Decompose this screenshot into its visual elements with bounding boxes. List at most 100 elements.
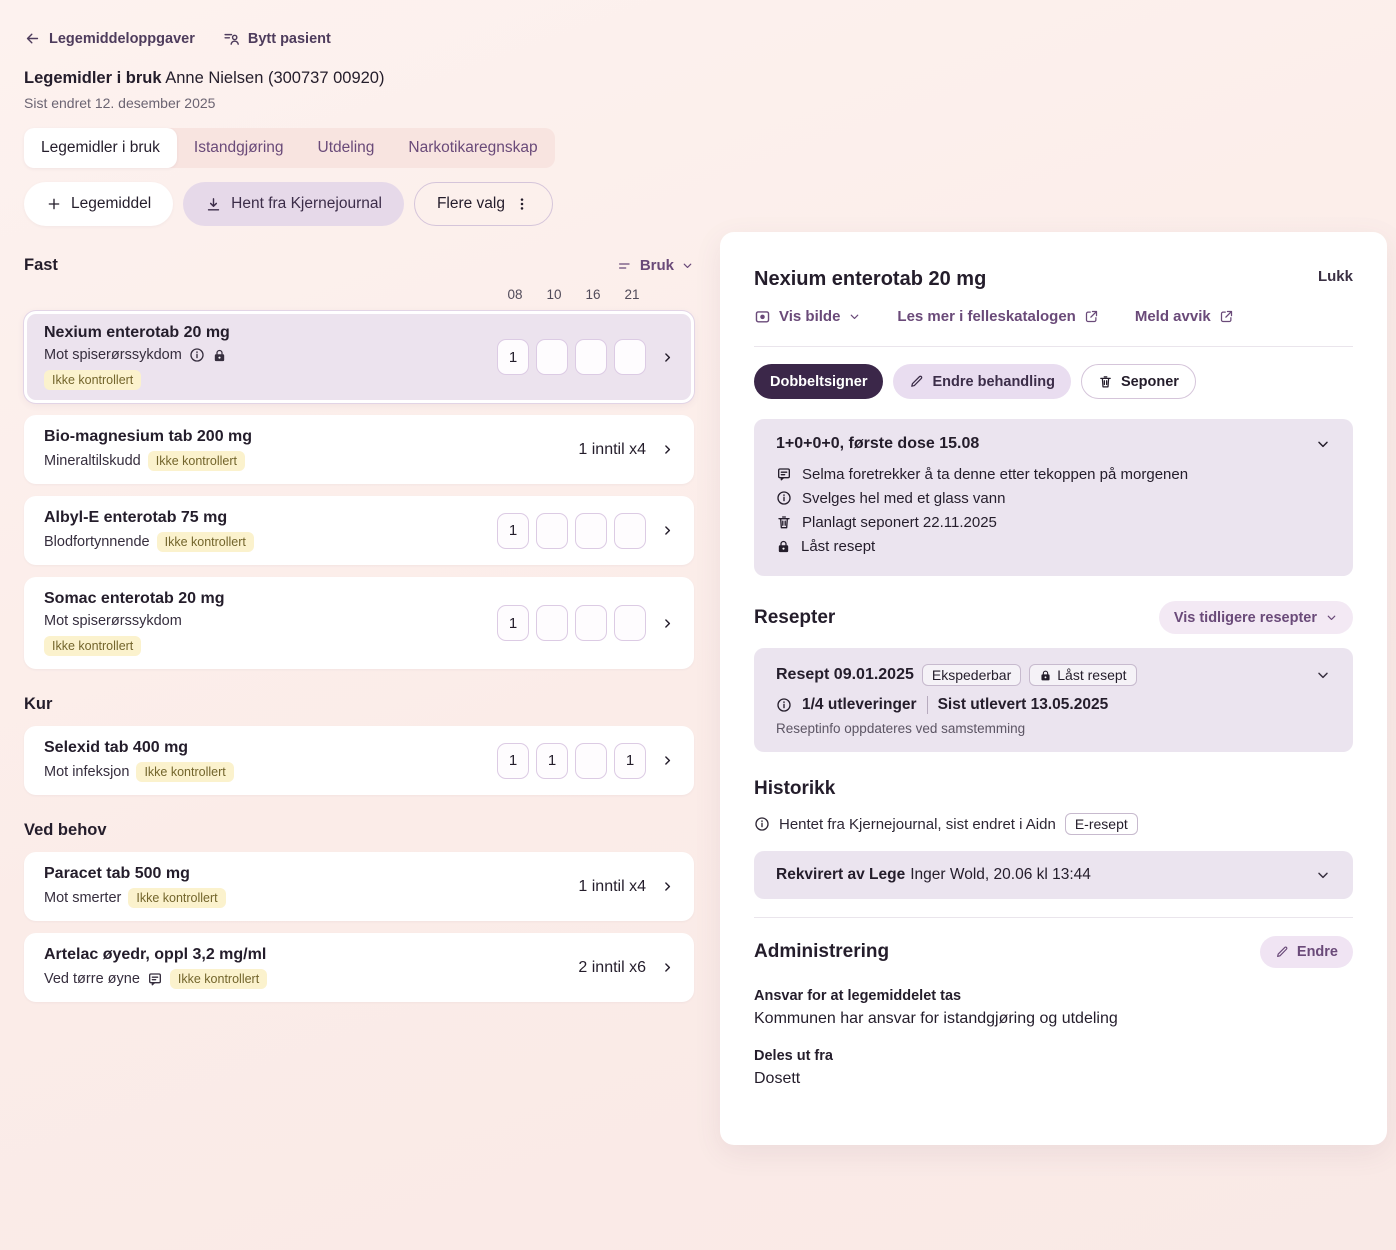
section-ved-behov-title: Ved behov: [24, 821, 107, 839]
dose-box-16[interactable]: [575, 742, 607, 779]
chevron-down-icon: [1325, 611, 1338, 624]
close-panel-link[interactable]: Lukk: [1317, 268, 1353, 285]
prescription-delivery-row: 1/4 utleveringer Sist utlevert 13.05.202…: [776, 696, 1331, 714]
time-col-08: 08: [507, 287, 523, 302]
fetch-kjernejournal-button[interactable]: Hent fra Kjernejournal: [183, 182, 404, 226]
pencil-icon: [1275, 945, 1289, 959]
edit-administration-button[interactable]: Endre: [1259, 936, 1353, 968]
dose-box-21[interactable]: [614, 512, 646, 549]
prescription-title: Resept 09.01.2025: [776, 666, 914, 683]
med-card-artelac[interactable]: Artelac øyedr, oppl 3,2 mg/ml Ved tørre …: [24, 933, 694, 1002]
prescriptions-title: Resepter: [754, 606, 836, 628]
show-previous-prescriptions-button[interactable]: Vis tidligere resepter: [1158, 601, 1353, 634]
switch-patient-label: Bytt pasient: [247, 30, 331, 47]
dose-box-08[interactable]: 1: [497, 605, 529, 641]
med-card-selexid[interactable]: Selexid tab 400 mg Mot infeksjon Ikke ko…: [24, 726, 694, 795]
dose-summary-notes: Selma foretrekker å ta denne etter tekop…: [776, 462, 1331, 558]
med-purpose: Mot spiserørssykdom: [44, 347, 182, 363]
add-medication-button[interactable]: Legemiddel: [24, 182, 174, 226]
med-card-nexium[interactable]: Nexium enterotab 20 mg Mot spiserørssykd…: [24, 311, 694, 403]
dose-box-08[interactable]: 1: [497, 339, 529, 375]
med-dose-area: 1: [497, 605, 674, 641]
med-info: Albyl-E enterotab 75 mg Blodfortynnende …: [44, 509, 497, 552]
tab-narkotikaregnskap[interactable]: Narkotikaregnskap: [408, 139, 538, 156]
change-treatment-button[interactable]: Endre behandling: [893, 364, 1071, 399]
history-header: Historikk: [754, 778, 1353, 800]
dose-box-16[interactable]: [575, 605, 607, 641]
med-dose-area: 1 inntil x4: [578, 441, 674, 459]
patient-name: Anne Nielsen (300737 00920): [165, 69, 385, 87]
panel-header: Nexium enterotab 20 mg Lukk: [754, 268, 1353, 291]
discontinue-button[interactable]: Seponer: [1080, 364, 1196, 399]
med-card-paracet[interactable]: Paracet tab 500 mg Mot smerter Ikke kont…: [24, 852, 694, 921]
status-badge: Ikke kontrollert: [44, 370, 142, 390]
download-icon: [205, 196, 222, 213]
sort-by-control[interactable]: Bruk: [617, 257, 694, 274]
dose-grid: 1: [497, 605, 646, 641]
dose-box-21[interactable]: [614, 605, 646, 641]
discontinue-label: Seponer: [1120, 373, 1179, 390]
report-deviation-link[interactable]: Meld avvik: [1135, 308, 1234, 325]
arrow-left-icon: [24, 30, 41, 47]
lock-icon: [1039, 669, 1052, 682]
prescription-card[interactable]: Resept 09.01.2025 Ekspederbar Låst resep…: [754, 648, 1353, 752]
show-image-link[interactable]: Vis bilde: [754, 308, 861, 325]
tab-utdeling[interactable]: Utdeling: [317, 139, 375, 156]
tab-bar: Legemidler i bruk Istandgjøring Utdeling…: [24, 128, 555, 168]
dose-summary-header[interactable]: 1+0+0+0, første dose 15.08: [776, 435, 1331, 453]
info-icon[interactable]: [189, 347, 205, 363]
med-card-bio-magnesium[interactable]: Bio-magnesium tab 200 mg Mineraltilskudd…: [24, 415, 694, 484]
note-text: Selma foretrekker å ta denne etter tekop…: [802, 465, 1189, 483]
dose-time-header: 08 10 16 21: [24, 287, 648, 302]
history-entry-card[interactable]: Rekvirert av Lege Inger Wold, 20.06 kl 1…: [754, 851, 1353, 899]
dose-box-21[interactable]: 1: [614, 742, 646, 779]
chevron-right-icon: [661, 961, 674, 974]
dose-box-16[interactable]: [575, 512, 607, 549]
med-purpose-row: Ved tørre øyne Ikke kontrollert: [44, 969, 578, 989]
med-card-albyl-e[interactable]: Albyl-E enterotab 75 mg Blodfortynnende …: [24, 496, 694, 565]
double-sign-button[interactable]: Dobbeltsigner: [754, 364, 884, 399]
dose-box-16[interactable]: [575, 339, 607, 375]
med-info: Artelac øyedr, oppl 3,2 mg/ml Ved tørre …: [44, 946, 578, 989]
dose-box-10[interactable]: [536, 605, 568, 641]
top-navigation: Legemiddeloppgaver Bytt pasient: [24, 30, 694, 47]
medication-list-column: Legemiddeloppgaver Bytt pasient Legemidl…: [24, 30, 694, 1014]
med-name: Somac enterotab 20 mg: [44, 590, 225, 607]
responsibility-value: Kommunen har ansvar for istandgjøring og…: [754, 1010, 1118, 1027]
med-purpose: Mot smerter: [44, 890, 122, 906]
back-link[interactable]: Legemiddeloppgaver: [24, 30, 195, 47]
med-purpose-row: Mot infeksjon Ikke kontrollert: [44, 762, 497, 782]
med-card-somac[interactable]: Somac enterotab 20 mg Mot spiserørssykdo…: [24, 577, 694, 669]
dose-box-10[interactable]: [536, 512, 568, 549]
section-fast-title: Fast: [24, 256, 58, 274]
dose-grid: 1 1 1: [497, 742, 646, 779]
info-icon: [754, 816, 770, 832]
dose-box-21[interactable]: [614, 339, 646, 375]
tab-istandgjoring[interactable]: Istandgjøring: [193, 139, 284, 156]
external-link-icon: [1084, 309, 1099, 324]
note-icon: [147, 971, 163, 987]
dose-box-10[interactable]: [536, 339, 568, 375]
note-item: Planlagt seponert 22.11.2025: [776, 510, 1331, 534]
med-name: Albyl-E enterotab 75 mg: [44, 509, 228, 526]
dose-box-08[interactable]: 1: [497, 512, 529, 549]
dose-box-08[interactable]: 1: [497, 742, 529, 779]
med-info: Bio-magnesium tab 200 mg Mineraltilskudd…: [44, 428, 578, 471]
sort-by-label: Bruk: [639, 257, 674, 274]
e-resept-badge: E-resept: [1064, 813, 1138, 835]
felleskatalog-link[interactable]: Les mer i felleskatalogen: [897, 308, 1098, 325]
frequency-text: 2 inntil x6: [578, 958, 646, 976]
status-badge: Ikke kontrollert: [128, 888, 226, 908]
med-purpose: Mot infeksjon: [44, 764, 130, 780]
more-options-button[interactable]: Flere valg: [413, 182, 553, 226]
med-dose-area: 1 1 1: [497, 742, 674, 779]
toolbar: Legemiddel Hent fra Kjernejournal Flere …: [24, 182, 694, 226]
note-item: Låst resept: [776, 534, 1331, 558]
tab-legemidler-i-bruk[interactable]: Legemidler i bruk: [24, 128, 177, 168]
dose-grid: 1: [497, 512, 646, 549]
dose-box-10[interactable]: 1: [536, 742, 568, 779]
switch-patient-link[interactable]: Bytt pasient: [223, 30, 331, 47]
note-item: Selma foretrekker å ta denne etter tekop…: [776, 462, 1331, 486]
dispensable-badge: Ekspederbar: [921, 664, 1022, 686]
